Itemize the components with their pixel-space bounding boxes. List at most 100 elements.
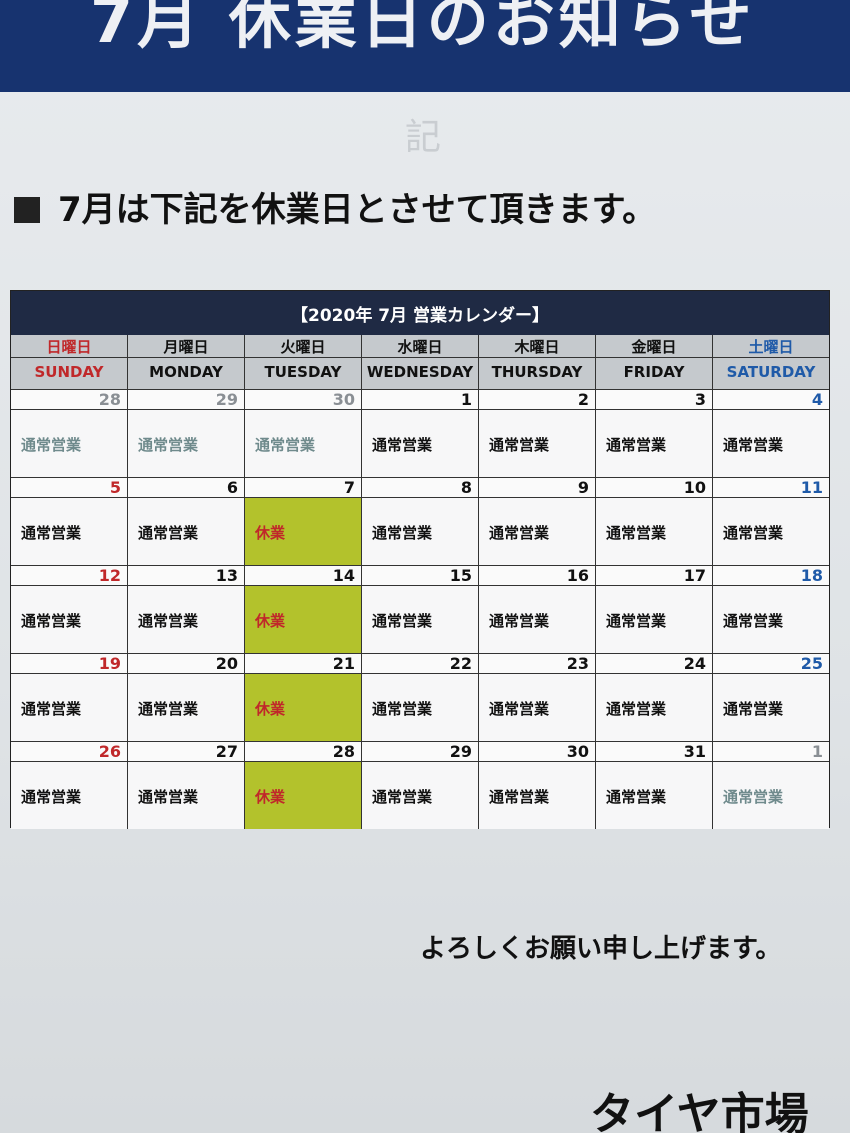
day-status: 通常営業	[713, 586, 829, 653]
day-number: 21	[245, 654, 362, 673]
day-status: 通常営業	[596, 498, 713, 565]
weekday-jp: 木曜日	[479, 335, 595, 358]
day-status: 通常営業	[11, 762, 128, 829]
day-number: 15	[362, 566, 479, 585]
weekday-jp: 日曜日	[11, 335, 127, 358]
weekday-en: SATURDAY	[726, 363, 816, 381]
closed-status: 休業	[245, 674, 362, 741]
day-number: 23	[479, 654, 596, 673]
day-number: 12	[11, 566, 128, 585]
day-number: 18	[713, 566, 829, 585]
faint-mark: 記	[405, 117, 442, 158]
day-number: 1	[362, 390, 479, 409]
day-number: 6	[128, 478, 245, 497]
day-number: 31	[596, 742, 713, 761]
day-status: 通常営業	[362, 410, 479, 477]
day-number: 16	[479, 566, 596, 585]
day-number-row: 26 27 28 29 30 31 1	[11, 741, 829, 761]
day-number: 4	[713, 390, 829, 409]
weekday-jp: 火曜日	[245, 335, 361, 358]
day-status: 通常営業	[479, 762, 596, 829]
day-number: 27	[128, 742, 245, 761]
day-number: 11	[713, 478, 829, 497]
day-number: 10	[596, 478, 713, 497]
weekday-cell: 土曜日 SATURDAY	[713, 335, 829, 389]
day-number-row: 5 6 7 8 9 10 11	[11, 477, 829, 497]
closed-status: 休業	[245, 498, 362, 565]
closed-status: 休業	[245, 762, 362, 829]
day-status: 通常営業	[479, 586, 596, 653]
day-status: 通常営業	[713, 410, 829, 477]
day-status: 通常営業	[362, 498, 479, 565]
day-status: 通常営業	[596, 410, 713, 477]
status-row: 通常営業 通常営業 休業 通常営業 通常営業 通常営業 通常営業	[11, 585, 829, 653]
day-status: 通常営業	[596, 762, 713, 829]
day-status: 通常営業	[596, 586, 713, 653]
weekday-jp: 水曜日	[362, 335, 478, 358]
day-status: 通常営業	[479, 674, 596, 741]
weekday-cell: 月曜日 MONDAY	[128, 335, 245, 389]
day-number: 7	[245, 478, 362, 497]
day-status: 通常営業	[11, 674, 128, 741]
day-number: 19	[11, 654, 128, 673]
weekday-jp: 月曜日	[128, 335, 244, 358]
day-status: 通常営業	[479, 410, 596, 477]
day-number: 30	[245, 390, 362, 409]
day-status: 通常営業	[128, 586, 245, 653]
day-status: 通常営業	[11, 586, 128, 653]
weekday-en: FRIDAY	[623, 363, 685, 381]
day-number: 8	[362, 478, 479, 497]
day-number: 3	[596, 390, 713, 409]
closing-text: よろしくお願い申し上げます。	[420, 934, 782, 964]
day-status: 通常営業	[362, 586, 479, 653]
day-number: 24	[596, 654, 713, 673]
day-status: 通常営業	[362, 762, 479, 829]
day-number: 1	[713, 742, 829, 761]
weekday-jp: 金曜日	[596, 335, 712, 358]
day-number: 25	[713, 654, 829, 673]
day-number: 5	[11, 478, 128, 497]
day-number: 2	[479, 390, 596, 409]
notice-text: 7月は下記を休業日とさせて頂きます。	[58, 190, 657, 230]
day-number-row: 12 13 14 15 16 17 18	[11, 565, 829, 585]
weekday-en: THURSDAY	[491, 363, 583, 381]
day-number-row: 19 20 21 22 23 24 25	[11, 653, 829, 673]
day-number: 9	[479, 478, 596, 497]
weekday-cell: 日曜日 SUNDAY	[11, 335, 128, 389]
day-status: 通常営業	[128, 410, 245, 477]
weekday-en: TUESDAY	[264, 363, 342, 381]
day-status: 通常営業	[713, 498, 829, 565]
day-number: 17	[596, 566, 713, 585]
day-number: 29	[128, 390, 245, 409]
day-number: 22	[362, 654, 479, 673]
banner-title: 7月 休業日のお知らせ	[90, 0, 756, 57]
weekday-cell: 水曜日 WEDNESDAY	[362, 335, 479, 389]
day-number: 14	[245, 566, 362, 585]
weekday-en: MONDAY	[149, 363, 223, 381]
day-status: 通常営業	[713, 762, 829, 829]
calendar-title: 【2020年 7月 営業カレンダー】	[11, 291, 829, 335]
day-status: 通常営業	[11, 410, 128, 477]
weekday-cell: 火曜日 TUESDAY	[245, 335, 362, 389]
day-status: 通常営業	[479, 498, 596, 565]
day-number-row: 28 29 30 1 2 3 4	[11, 389, 829, 409]
bullet	[14, 197, 40, 223]
notice-line: 7月は下記を休業日とさせて頂きます。	[14, 182, 656, 231]
day-number: 20	[128, 654, 245, 673]
day-status: 通常営業	[596, 674, 713, 741]
day-status: 通常営業	[128, 674, 245, 741]
calendar: 【2020年 7月 営業カレンダー】 日曜日 SUNDAY 月曜日 MONDAY 火曜日…	[10, 290, 830, 829]
day-number: 28	[11, 390, 128, 409]
day-number: 13	[128, 566, 245, 585]
day-number: 28	[245, 742, 362, 761]
banner: 7月 休業日のお知らせ	[0, 0, 850, 92]
closed-status: 休業	[245, 586, 362, 653]
day-status: 通常営業	[245, 410, 362, 477]
weekday-en: WEDNESDAY	[366, 363, 474, 381]
weekday-header: 日曜日 SUNDAY 月曜日 MONDAY 火曜日 TUESDAY 水曜日 WEDNESDAY…	[11, 335, 829, 389]
day-status: 通常営業	[128, 498, 245, 565]
weekday-jp: 土曜日	[713, 335, 829, 358]
day-status: 通常営業	[362, 674, 479, 741]
day-status: 通常営業	[128, 762, 245, 829]
